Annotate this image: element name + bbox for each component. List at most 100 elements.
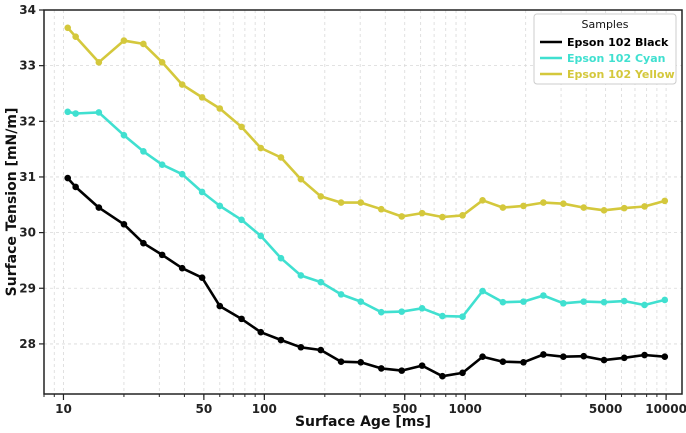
- data-point-0-22: [499, 358, 507, 366]
- legend-items: Epson 102 Black Epson 102 Cyan Epson 102 Y…: [540, 36, 675, 81]
- data-point-0-21: [479, 353, 486, 361]
- data-point-2-10: [257, 144, 265, 152]
- data-point-0-29: [641, 351, 648, 359]
- data-point-2-18: [418, 209, 426, 217]
- data-point-1-17: [398, 308, 406, 315]
- data-point-2-6: [178, 81, 186, 88]
- data-point-2-30: [661, 197, 669, 205]
- data-point-1-23: [520, 298, 527, 305]
- data-point-0-28: [620, 354, 628, 362]
- data-point-2-15: [357, 199, 365, 206]
- data-point-0-14: [337, 358, 345, 366]
- data-point-2-7: [198, 94, 206, 101]
- data-point-0-7: [198, 274, 206, 281]
- x-tick-label: 5000: [589, 402, 622, 416]
- data-point-0-18: [418, 362, 426, 369]
- data-point-1-30: [661, 296, 669, 304]
- data-point-0-12: [297, 343, 305, 351]
- data-point-1-20: [459, 313, 466, 320]
- data-point-2-5: [158, 59, 166, 66]
- data-point-1-1: [72, 110, 79, 117]
- data-point-0-0: [64, 174, 72, 182]
- data-point-1-14: [337, 291, 345, 298]
- data-point-2-29: [641, 203, 648, 210]
- data-point-2-3: [120, 37, 128, 44]
- data-point-2-21: [479, 197, 486, 204]
- x-tick-label: 50: [196, 402, 213, 416]
- data-point-2-26: [580, 204, 588, 211]
- legend-entry-label: Epson 102 Yellow: [567, 68, 675, 81]
- data-point-0-4: [140, 239, 147, 247]
- data-point-2-17: [398, 213, 406, 220]
- y-axis-title: Surface Tension [mN/m]: [4, 108, 20, 297]
- y-tick-label: 34: [19, 3, 36, 17]
- data-point-0-9: [238, 315, 245, 323]
- data-point-0-30: [661, 353, 669, 361]
- legend-title: Samples: [582, 18, 629, 31]
- data-point-0-16: [377, 365, 385, 372]
- data-point-1-2: [95, 109, 103, 116]
- data-point-1-15: [357, 298, 365, 305]
- data-point-2-1: [72, 33, 79, 41]
- data-point-2-8: [216, 105, 224, 112]
- legend-box: [533, 13, 677, 85]
- data-point-0-19: [439, 372, 446, 380]
- data-point-1-13: [317, 278, 325, 286]
- data-point-1-6: [178, 170, 186, 178]
- data-point-1-9: [238, 216, 245, 224]
- x-axis-title: Surface Age [ms]: [295, 414, 431, 430]
- y-tick-label: 28: [19, 337, 36, 351]
- data-point-0-17: [398, 367, 406, 374]
- data-point-0-2: [95, 204, 103, 211]
- data-point-0-6: [178, 264, 186, 272]
- data-point-1-0: [64, 108, 72, 116]
- data-point-2-22: [499, 204, 507, 211]
- data-point-2-13: [317, 193, 325, 200]
- data-point-1-16: [377, 308, 385, 316]
- x-tick-label: 1000: [449, 402, 482, 416]
- data-point-2-9: [238, 123, 245, 131]
- data-point-1-24: [540, 292, 547, 299]
- data-point-2-2: [95, 59, 103, 66]
- data-point-0-27: [600, 356, 608, 364]
- data-point-2-28: [620, 204, 628, 212]
- y-tick-label: 33: [19, 59, 36, 73]
- data-point-1-4: [140, 148, 147, 155]
- data-point-2-4: [140, 40, 147, 48]
- y-tick-label: 30: [19, 226, 36, 240]
- x-tick-label: 10000: [645, 402, 686, 416]
- y-tick-label: 32: [19, 114, 36, 128]
- data-point-1-18: [418, 304, 426, 312]
- data-point-2-14: [337, 199, 345, 206]
- data-point-1-22: [499, 298, 507, 306]
- data-point-0-13: [317, 346, 325, 354]
- legend-entry-label: Epson 102 Cyan: [567, 52, 665, 65]
- data-point-1-27: [600, 298, 608, 306]
- series-layer: [64, 24, 669, 380]
- data-point-1-12: [297, 272, 305, 279]
- data-point-0-5: [158, 251, 166, 259]
- data-point-0-8: [216, 302, 224, 310]
- data-point-1-5: [158, 161, 166, 169]
- data-point-2-16: [377, 205, 385, 213]
- data-point-2-27: [600, 207, 608, 214]
- data-point-2-23: [520, 202, 527, 210]
- y-tick-label: 31: [19, 170, 36, 184]
- x-tick-label: 500: [392, 402, 417, 416]
- y-tick-label: 29: [19, 281, 36, 295]
- data-point-0-1: [72, 183, 79, 191]
- data-point-2-19: [439, 213, 446, 221]
- data-point-0-26: [580, 352, 588, 360]
- data-point-1-21: [479, 287, 486, 295]
- data-point-1-28: [620, 297, 628, 305]
- grid-layer: [43, 9, 682, 394]
- data-point-1-10: [257, 232, 265, 240]
- data-point-0-10: [257, 328, 265, 336]
- data-point-0-25: [560, 353, 567, 361]
- data-point-1-29: [641, 301, 648, 309]
- data-point-1-26: [580, 298, 588, 305]
- data-point-2-0: [64, 24, 72, 32]
- data-point-1-3: [120, 131, 128, 139]
